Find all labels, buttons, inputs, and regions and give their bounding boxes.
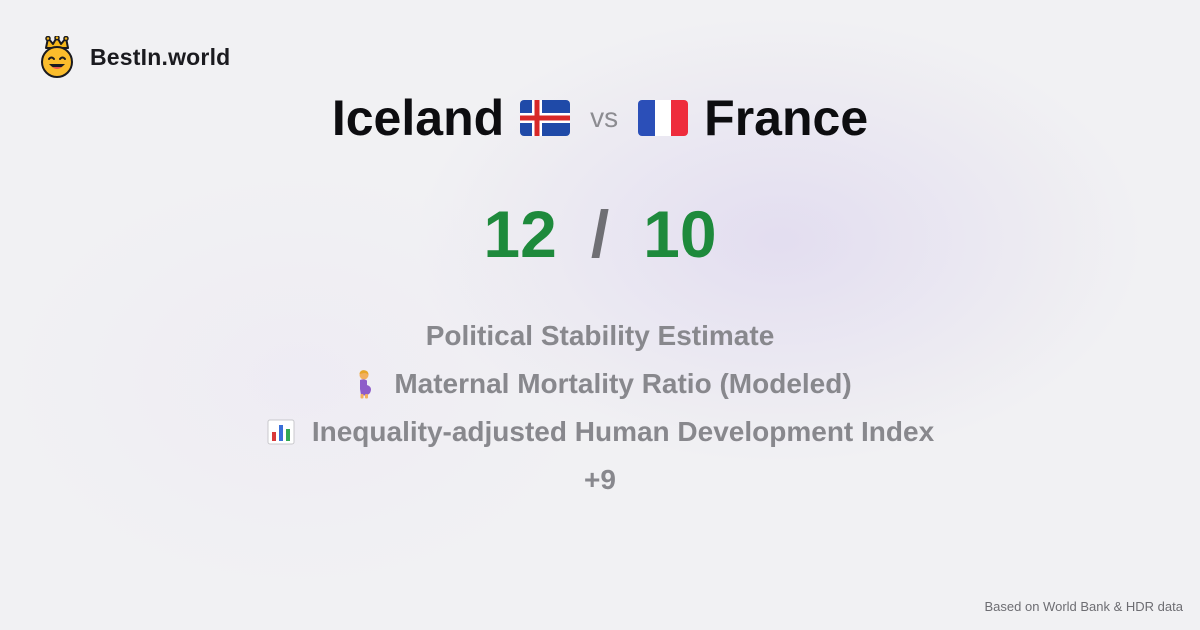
crowned-smiley-icon <box>41 36 73 78</box>
brand-name: BestIn.world <box>90 43 231 70</box>
metric-label: Inequality-adjusted Human Development In… <box>311 416 935 447</box>
more-metrics-count: +9 <box>0 456 1200 504</box>
right-country-name: France <box>704 90 869 146</box>
left-score: 12 <box>483 197 557 271</box>
score-separator: / <box>590 197 610 271</box>
brand[interactable]: BestIn.world <box>38 36 230 78</box>
bar-chart-icon <box>267 419 295 445</box>
france-flag-icon <box>638 100 689 136</box>
metric-label: Maternal Mortality Ratio (Modeled) <box>394 368 852 399</box>
comparison-title: Iceland vs France <box>0 86 1200 150</box>
metric-label: Political Stability Estimate <box>425 320 775 351</box>
vs-label: vs <box>590 102 619 133</box>
metric-item: Maternal Mortality Ratio (Modeled) <box>0 360 1200 408</box>
data-source-note: Based on World Bank & HDR data <box>984 599 1183 614</box>
pregnant-woman-icon <box>359 370 372 399</box>
score-row: 12 / 10 <box>0 192 1200 276</box>
more-label: +9 <box>584 464 616 495</box>
metric-item: Inequality-adjusted Human Development In… <box>0 408 1200 456</box>
iceland-flag-icon <box>520 100 571 136</box>
metrics-list: Political Stability Estimate Maternal Mo… <box>0 312 1200 504</box>
left-country-name: Iceland <box>331 90 505 146</box>
right-score: 10 <box>643 197 717 271</box>
metric-item: Political Stability Estimate <box>0 312 1200 360</box>
